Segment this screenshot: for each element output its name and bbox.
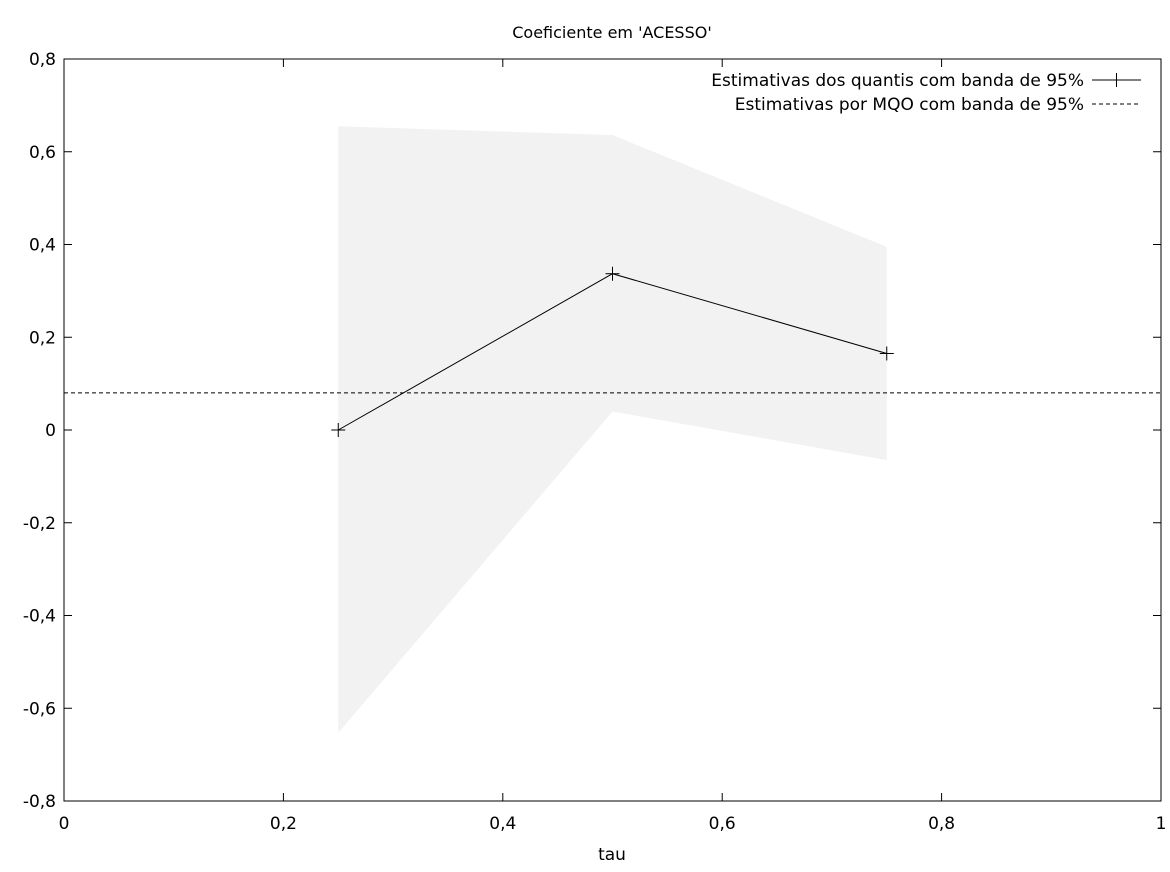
x-tick-label: 0 (59, 814, 70, 834)
x-tick-label: 0,6 (709, 814, 736, 834)
legend-label-quantile: Estimativas dos quantis com banda de 95% (711, 71, 1084, 91)
y-tick-label: -0,4 (23, 607, 56, 627)
y-tick-label: -0,8 (23, 792, 56, 812)
quantile-series-layer (331, 266, 894, 437)
y-tick-label: 0 (45, 421, 56, 441)
axis-ticks-layer: -0,8 -0,6 -0,4 -0,2 0 0,2 0,4 0,6 0,8 0 0,2 0,4 0,6 0… (23, 50, 1167, 834)
quantile-confidence-band (338, 126, 887, 733)
quantile-point-marker (605, 266, 620, 281)
y-tick-label: 0,6 (29, 143, 56, 163)
y-tick-label: -0,6 (23, 699, 56, 719)
y-tick-label: 0,2 (29, 328, 56, 348)
x-tick-label: 0,4 (489, 814, 516, 834)
x-tick-label: 1 (1156, 814, 1167, 834)
x-axis-label: tau (598, 845, 626, 865)
quantile-point-marker (331, 423, 346, 437)
y-tick-label: 0,4 (29, 236, 56, 256)
confidence-band-layer (338, 126, 887, 733)
x-tick-label: 0,2 (270, 814, 297, 834)
y-tick-label: -0,2 (23, 514, 56, 534)
quantile-point-marker (879, 346, 894, 361)
chart-title: Coeficiente em 'ACESSO' (512, 23, 711, 42)
legend: Estimativas dos quantis com banda de 95%… (711, 71, 1141, 115)
legend-label-ols: Estimativas por MQO com banda de 95% (735, 95, 1084, 115)
y-tick-label: 0,8 (29, 50, 56, 70)
x-tick-label: 0,8 (928, 814, 955, 834)
